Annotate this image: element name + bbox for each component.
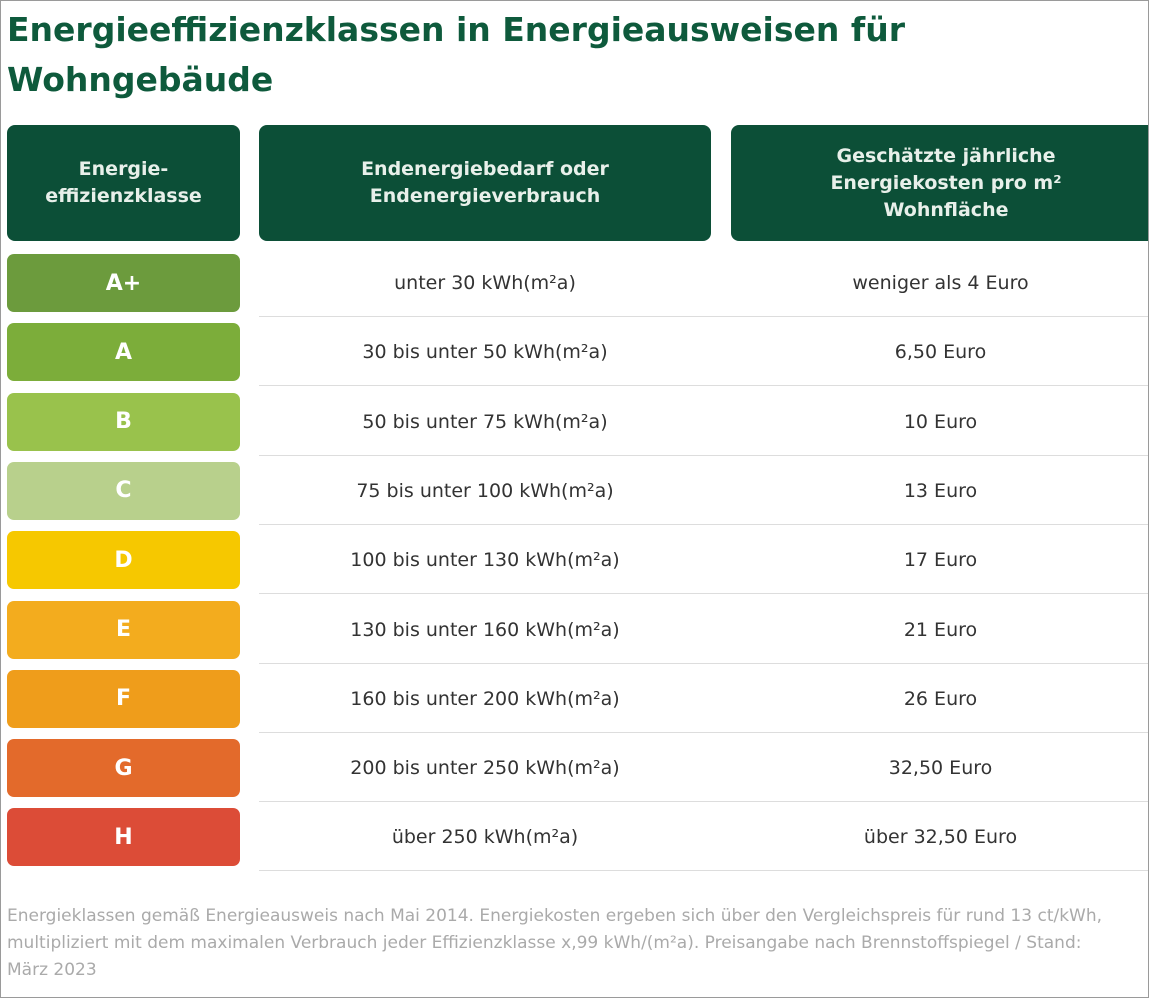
header-energy-cost: Geschätzte jährliche Energiekosten pro m…	[731, 125, 1148, 241]
row-divider	[259, 870, 1148, 872]
page-title: Energieeffizienzklassen in Energieauswei…	[7, 10, 905, 99]
table-row: A 30 bis unter 50 kWh(m²a) 6,50 Euro	[1, 323, 1148, 392]
row-divider	[259, 523, 1148, 525]
energy-cost-cell: 10 Euro	[903, 410, 978, 433]
energy-demand-cell: 75 bis unter 100 kWh(m²a)	[356, 479, 614, 502]
energy-cost-cell: 26 Euro	[903, 687, 978, 710]
row-divider	[259, 593, 1148, 595]
row-divider	[259, 731, 1148, 733]
footnote: Energieklassen gemäß Energieausweis nach…	[7, 906, 1103, 980]
class-badge: D	[7, 531, 240, 590]
table-row: G 200 bis unter 250 kWh(m²a) 32,50 Euro	[1, 739, 1148, 808]
header-energy-demand: Endenergiebedarf oder Endenergieverbrauc…	[259, 125, 711, 241]
header-efficiency-class: Energie- effizienzklasse	[7, 125, 240, 241]
energy-demand-cell: 200 bis unter 250 kWh(m²a)	[350, 757, 620, 780]
table-row: E 130 bis unter 160 kWh(m²a) 21 Euro	[1, 600, 1148, 670]
energy-cost-cell: 13 Euro	[903, 479, 978, 502]
energy-demand-cell: 50 bis unter 75 kWh(m²a)	[362, 410, 608, 433]
class-badge: B	[7, 392, 240, 451]
table-row: C 75 bis unter 100 kWh(m²a) 13 Euro	[1, 461, 1148, 531]
class-badge: A	[7, 323, 240, 382]
energy-demand-cell: unter 30 kWh(m²a)	[394, 272, 576, 294]
row-divider	[259, 454, 1148, 456]
row-divider	[259, 385, 1148, 387]
row-divider	[259, 801, 1148, 803]
energy-cost-cell: 17 Euro	[903, 549, 978, 572]
class-badge: H	[7, 808, 240, 867]
table-row: A+ unter 30 kWh(m²a) weniger als 4 Euro	[1, 254, 1148, 323]
table-row: B 50 bis unter 75 kWh(m²a) 10 Euro	[1, 392, 1148, 462]
energy-cost-cell: 21 Euro	[903, 618, 978, 641]
class-badge: E	[7, 600, 240, 659]
row-divider	[259, 316, 1148, 317]
energy-cost-cell: 32,50 Euro	[888, 757, 993, 780]
energy-demand-cell: 160 bis unter 200 kWh(m²a)	[350, 687, 620, 710]
class-badge: G	[7, 739, 240, 798]
table-row: H über 250 kWh(m²a) über 32,50 Euro	[1, 808, 1148, 877]
energy-demand-cell: 100 bis unter 130 kWh(m²a)	[350, 549, 620, 572]
energy-demand-cell: 130 bis unter 160 kWh(m²a)	[350, 618, 620, 641]
energy-cost-cell: über 32,50 Euro	[863, 826, 1018, 849]
table-row: D 100 bis unter 130 kWh(m²a) 17 Euro	[1, 531, 1148, 600]
energy-cost-cell: 6,50 Euro	[894, 341, 987, 364]
class-badge: A+	[7, 254, 240, 312]
row-divider	[259, 662, 1148, 664]
table-row: F 160 bis unter 200 kWh(m²a) 26 Euro	[1, 669, 1148, 739]
class-badge: F	[7, 669, 240, 728]
energy-cost-cell: weniger als 4 Euro	[852, 272, 1029, 294]
class-badge: C	[7, 461, 240, 520]
energy-demand-cell: über 250 kWh(m²a)	[391, 826, 579, 849]
energy-demand-cell: 30 bis unter 50 kWh(m²a)	[362, 341, 608, 364]
